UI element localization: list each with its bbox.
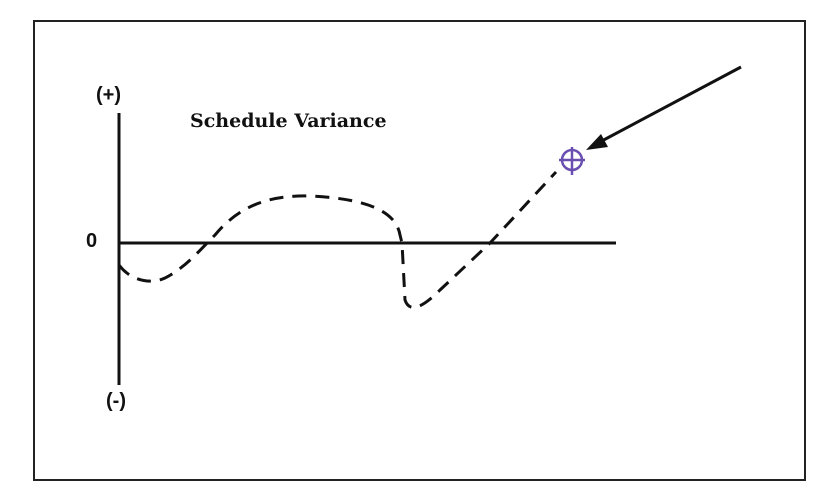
diagram-frame	[33, 20, 806, 481]
diagram-title: Schedule Variance	[190, 110, 387, 132]
crosshair-icon	[559, 147, 585, 175]
negative-label: (-)	[106, 390, 126, 412]
variance-curve	[117, 170, 558, 309]
positive-label: (+)	[96, 84, 121, 106]
zero-label: 0	[86, 230, 98, 252]
arrow-icon	[586, 65, 742, 150]
